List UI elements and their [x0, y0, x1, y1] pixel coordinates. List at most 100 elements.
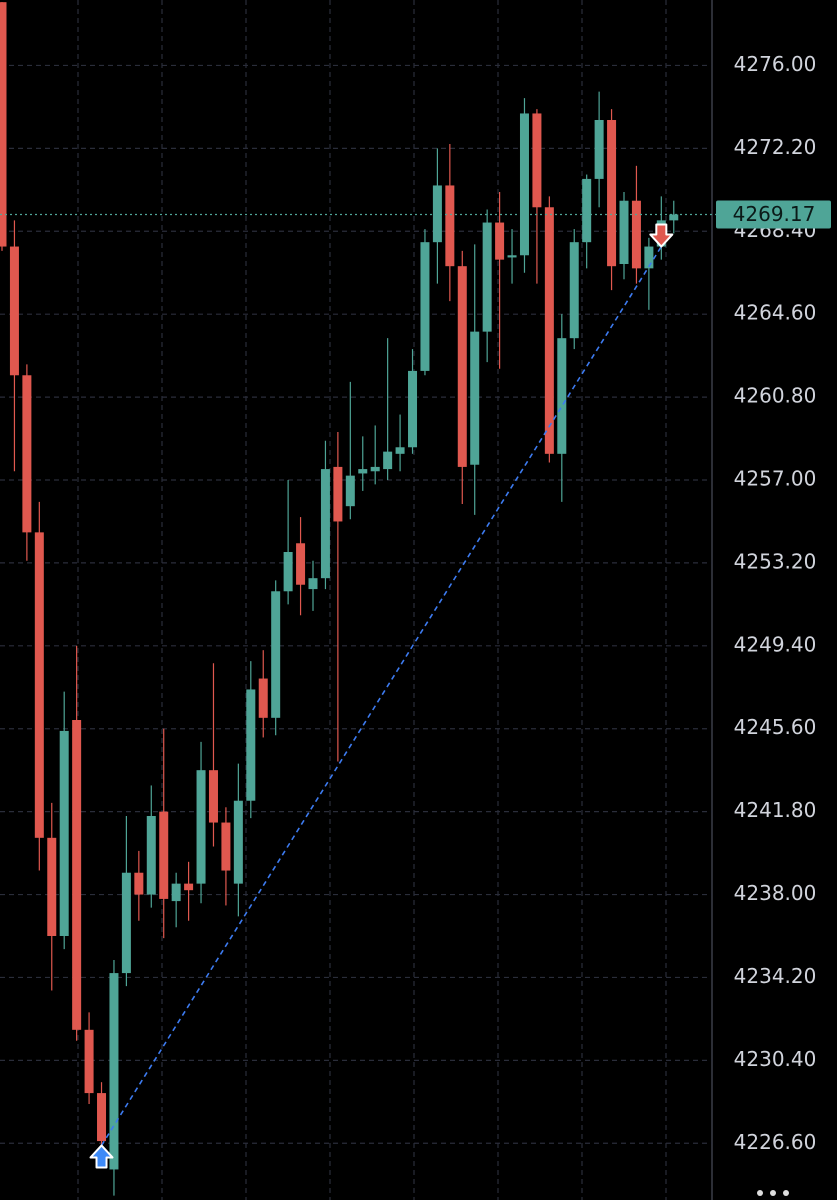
signal-arrow — [89, 1144, 114, 1169]
candle — [482, 209, 492, 363]
candle-body — [594, 120, 604, 179]
y-tick-label: 4276.00 — [734, 52, 817, 76]
y-tick-label: 4249.40 — [734, 632, 817, 656]
trend-line — [100, 246, 662, 1146]
y-tick-label: 4230.40 — [734, 1047, 817, 1071]
candle — [532, 109, 542, 284]
candle-body — [72, 720, 82, 1030]
candle-body — [395, 447, 405, 454]
candle-body — [507, 255, 517, 258]
menu-dot — [783, 1190, 789, 1196]
candle — [271, 580, 281, 736]
candle-body — [121, 872, 131, 974]
candle — [569, 229, 579, 350]
candle — [159, 728, 169, 939]
candle — [258, 650, 268, 738]
candle-body — [97, 1093, 107, 1142]
candle — [146, 785, 156, 908]
candle — [233, 763, 243, 917]
candle — [97, 1082, 107, 1150]
candle-body — [482, 222, 492, 332]
candle-body — [159, 811, 169, 899]
candle-body — [184, 883, 194, 891]
candle-body — [221, 822, 231, 871]
candle — [208, 663, 218, 847]
candle-body — [271, 591, 281, 718]
candle-body — [296, 543, 306, 585]
candle — [34, 501, 44, 871]
candle — [72, 645, 82, 1041]
candle — [47, 802, 57, 991]
vertical-grid — [77, 0, 667, 1200]
candle — [507, 229, 517, 284]
candle — [631, 165, 641, 284]
y-tick-label: 4264.60 — [734, 301, 817, 325]
candle — [619, 192, 629, 280]
candle-body — [544, 207, 554, 454]
candle-body — [569, 242, 579, 339]
candle — [557, 314, 567, 502]
signal-arrow — [649, 223, 674, 248]
candle-body — [420, 242, 430, 371]
candle-body — [470, 331, 480, 465]
candle-body — [432, 185, 442, 243]
candle — [544, 196, 554, 463]
candle — [594, 91, 604, 208]
candle — [171, 872, 181, 928]
candle-body — [171, 883, 181, 902]
candle-body — [246, 689, 256, 801]
candle — [644, 237, 654, 310]
candle-body — [445, 185, 455, 267]
candle — [84, 1012, 94, 1104]
candle — [420, 229, 430, 376]
candle-body — [532, 113, 542, 208]
more-menu[interactable] — [757, 1190, 789, 1196]
candle — [470, 244, 480, 515]
candle-body — [358, 469, 368, 474]
candle — [383, 338, 393, 480]
candle-body — [345, 475, 355, 507]
candle-body — [557, 338, 567, 454]
candle — [308, 560, 318, 611]
candle — [445, 144, 455, 302]
y-tick-label: 4260.80 — [734, 384, 817, 408]
candle — [283, 480, 293, 605]
current-price-label: 4269.17 — [733, 202, 816, 226]
candle — [519, 98, 529, 273]
candle — [221, 807, 231, 906]
candle — [607, 109, 617, 291]
candle-body — [383, 451, 393, 470]
candle-body — [146, 816, 156, 895]
y-tick-label: 4272.20 — [734, 135, 817, 159]
candle — [408, 349, 418, 454]
candle-body — [109, 973, 119, 1170]
candle — [22, 364, 32, 561]
candle — [196, 741, 206, 904]
candle — [333, 432, 343, 762]
candle — [296, 517, 306, 616]
y-tick-label: 4241.80 — [734, 798, 817, 822]
y-tick-label: 4226.60 — [734, 1130, 817, 1154]
candle-body — [258, 678, 268, 718]
candle — [320, 440, 330, 590]
candle — [134, 850, 144, 921]
y-tick-label: 4245.60 — [734, 715, 817, 739]
candle-body — [196, 770, 206, 884]
candle-body — [631, 200, 641, 269]
y-tick-label: 4234.20 — [734, 964, 817, 988]
candle-body — [519, 113, 529, 256]
candle — [345, 381, 355, 520]
current-price-box — [716, 200, 831, 229]
menu-dot — [770, 1190, 776, 1196]
candle-body — [34, 532, 44, 838]
candle — [582, 174, 592, 269]
candle-body — [47, 837, 57, 936]
candle-body — [233, 800, 243, 884]
candle — [121, 816, 131, 987]
candle-body — [0, 2, 7, 247]
candle — [669, 200, 679, 234]
candle — [395, 414, 405, 472]
candle — [457, 250, 467, 504]
